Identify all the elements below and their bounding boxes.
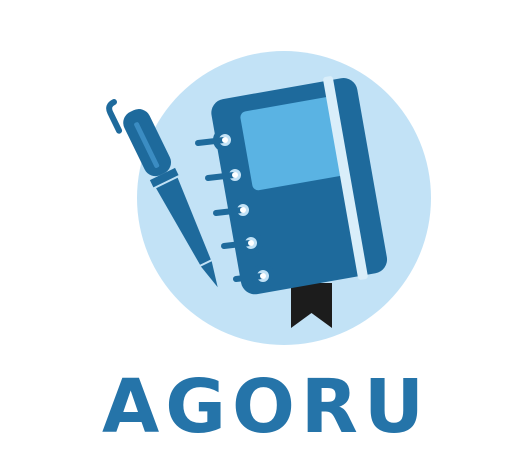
bookmark-ribbon — [291, 283, 332, 328]
notebook-window — [240, 96, 347, 191]
pen — [106, 99, 218, 288]
spiral-holes — [222, 137, 266, 279]
brand-name: AGORU — [102, 364, 430, 450]
notebook-band — [323, 76, 368, 280]
